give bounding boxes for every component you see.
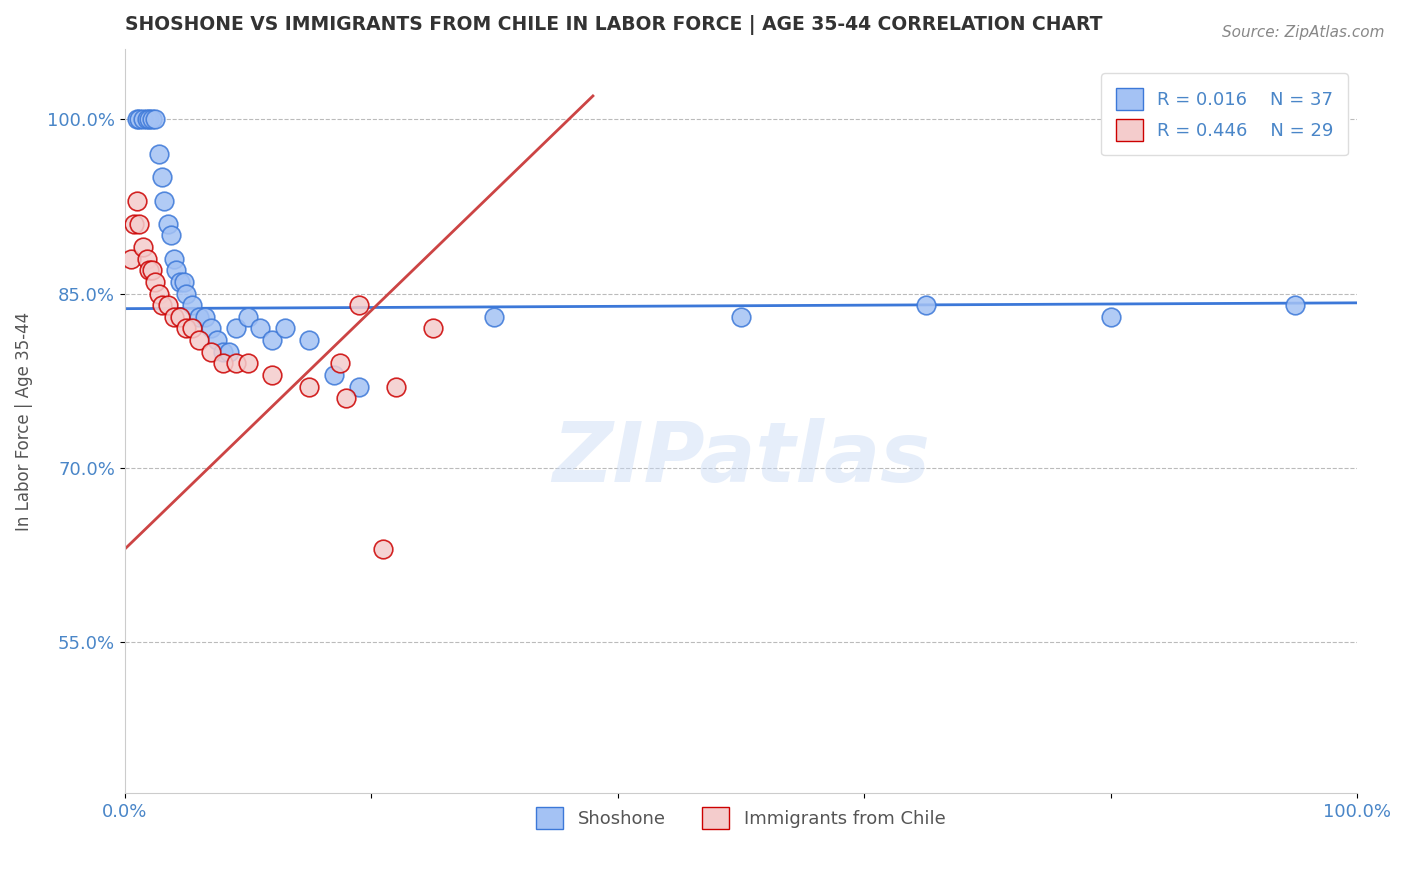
Point: [298, 333, 321, 347]
Point: [135, 252, 157, 266]
Point: [236, 356, 259, 370]
Point: [148, 286, 170, 301]
Point: [298, 379, 321, 393]
Point: [914, 298, 936, 312]
Point: [156, 298, 179, 312]
Point: [187, 310, 209, 324]
Text: SHOSHONE VS IMMIGRANTS FROM CHILE IN LABOR FORCE | AGE 35-44 CORRELATION CHART: SHOSHONE VS IMMIGRANTS FROM CHILE IN LAB…: [125, 15, 1102, 35]
Point: [730, 310, 752, 324]
Point: [347, 379, 370, 393]
Point: [262, 333, 284, 347]
Point: [135, 112, 157, 127]
Point: [200, 321, 222, 335]
Point: [125, 194, 148, 208]
Point: [174, 286, 197, 301]
Point: [274, 321, 297, 335]
Text: Source: ZipAtlas.com: Source: ZipAtlas.com: [1222, 25, 1385, 40]
Point: [335, 391, 357, 405]
Point: [181, 321, 204, 335]
Point: [218, 344, 240, 359]
Point: [225, 356, 247, 370]
Point: [225, 321, 247, 335]
Legend: Shoshone, Immigrants from Chile: Shoshone, Immigrants from Chile: [529, 800, 952, 837]
Point: [148, 147, 170, 161]
Point: [138, 263, 160, 277]
Point: [128, 217, 150, 231]
Point: [323, 368, 346, 382]
Point: [169, 275, 191, 289]
Point: [347, 298, 370, 312]
Point: [484, 310, 506, 324]
Y-axis label: In Labor Force | Age 35-44: In Labor Force | Age 35-44: [15, 312, 32, 531]
Point: [145, 112, 167, 127]
Point: [187, 333, 209, 347]
Point: [212, 356, 235, 370]
Point: [329, 356, 352, 370]
Point: [153, 194, 176, 208]
Point: [1099, 310, 1122, 324]
Point: [212, 344, 235, 359]
Point: [249, 321, 271, 335]
Point: [132, 240, 155, 254]
Point: [163, 310, 186, 324]
Point: [194, 310, 217, 324]
Point: [150, 298, 173, 312]
Point: [422, 321, 444, 335]
Point: [174, 321, 197, 335]
Point: [125, 112, 148, 127]
Point: [205, 333, 228, 347]
Point: [169, 310, 191, 324]
Point: [181, 298, 204, 312]
Text: ZIPatlas: ZIPatlas: [553, 418, 929, 500]
Point: [138, 112, 160, 127]
Point: [262, 368, 284, 382]
Point: [124, 217, 146, 231]
Point: [163, 252, 186, 266]
Point: [173, 275, 195, 289]
Point: [120, 252, 142, 266]
Point: [128, 112, 150, 127]
Point: [165, 263, 187, 277]
Point: [200, 344, 222, 359]
Point: [236, 310, 259, 324]
Point: [1284, 298, 1306, 312]
Point: [141, 263, 163, 277]
Point: [141, 112, 163, 127]
Point: [156, 217, 179, 231]
Point: [132, 112, 155, 127]
Point: [150, 170, 173, 185]
Point: [145, 275, 167, 289]
Point: [160, 228, 183, 243]
Point: [373, 542, 395, 557]
Point: [384, 379, 406, 393]
